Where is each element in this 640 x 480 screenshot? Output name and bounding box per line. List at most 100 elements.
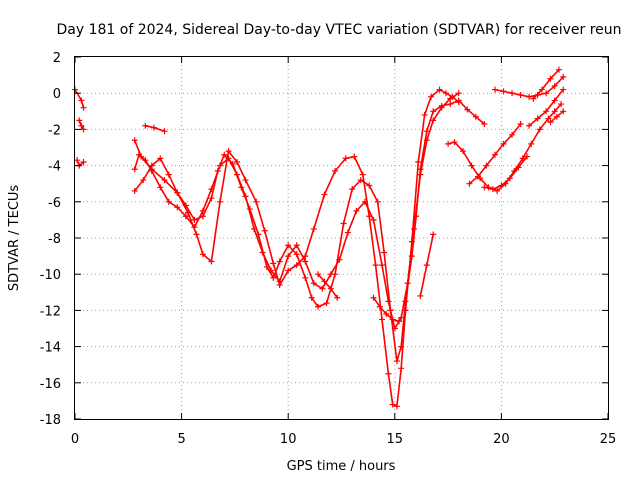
series-4-point-7 <box>199 251 206 258</box>
series-4-trace <box>133 88 460 408</box>
series-6-point-32 <box>391 325 398 332</box>
series-6-point-24 <box>327 271 334 278</box>
series-6-point-40 <box>447 95 454 102</box>
series-5-point-5 <box>174 189 181 196</box>
series-10-point-11 <box>536 126 543 133</box>
series-6-point-20 <box>293 242 300 249</box>
plot-frame <box>74 56 609 420</box>
series-6-point-13 <box>234 171 241 178</box>
series-1-point-0 <box>76 117 83 124</box>
series-12-point-2 <box>498 182 505 189</box>
series-11-point-2 <box>483 162 490 169</box>
series-14-point-1 <box>538 86 545 93</box>
series-0-point-2 <box>80 104 87 111</box>
series-5-point-11 <box>221 151 228 158</box>
series-5-point-27 <box>349 186 356 193</box>
y-tick-label-2: -2 <box>48 123 61 138</box>
series-4-point-20 <box>310 225 317 232</box>
series-7-point-4 <box>396 318 403 325</box>
series-3-point-0 <box>142 122 149 129</box>
series-12 <box>481 153 530 193</box>
x-tick-label-2: 10 <box>280 432 297 447</box>
series-11-point-0 <box>466 180 473 187</box>
series-13-point-2 <box>509 90 516 97</box>
series-5-point-24 <box>323 300 330 307</box>
series-15-point-1 <box>534 115 541 122</box>
series-13-point-3 <box>517 92 524 99</box>
series-4-point-37 <box>428 93 435 100</box>
series-5-point-31 <box>381 249 388 256</box>
y-tick-label-9: -16 <box>40 377 61 392</box>
series-4-point-6 <box>193 231 200 238</box>
series-5-point-19 <box>285 242 292 249</box>
series-0-point-1 <box>78 97 85 104</box>
series-4-point-0 <box>131 137 138 144</box>
series-11 <box>466 120 524 187</box>
series-8-point-0 <box>315 271 322 278</box>
series-9 <box>417 231 437 299</box>
series-16-point-1 <box>553 113 560 120</box>
series-12-point-4 <box>515 164 522 171</box>
series-10-point-14 <box>558 101 565 108</box>
series-3-point-1 <box>150 124 157 131</box>
series-5-point-2 <box>148 162 155 169</box>
series-7-point-1 <box>376 303 383 310</box>
x-tick-label-1: 5 <box>177 432 185 447</box>
y-tick-label-10: -18 <box>40 413 61 428</box>
series-10-point-10 <box>528 140 535 147</box>
series-3 <box>142 122 168 135</box>
series-13-trace <box>494 76 565 98</box>
series-6-point-12 <box>225 155 232 162</box>
series-7-point-0 <box>370 294 377 301</box>
series-6-point-5 <box>165 198 172 205</box>
series-15-point-0 <box>526 122 533 129</box>
series-6-point-2 <box>142 157 149 164</box>
series-14-trace <box>532 68 560 100</box>
series-6-point-26 <box>344 229 351 236</box>
series-10-point-12 <box>545 115 552 122</box>
series-10-point-3 <box>468 162 475 169</box>
chart-title: Day 181 of 2024, Sidereal Day-to-day VTE… <box>56 22 621 38</box>
series-6-point-25 <box>336 256 343 263</box>
series-11-point-3 <box>492 151 499 158</box>
series-5-point-1 <box>140 177 147 184</box>
series-5-point-46 <box>481 120 488 127</box>
series-12-point-3 <box>506 175 513 182</box>
series-6-point-17 <box>268 267 275 274</box>
series-6-point-7 <box>182 213 189 220</box>
series-5-point-0 <box>131 187 138 194</box>
series-6-point-37 <box>423 137 430 144</box>
series-6 <box>131 90 462 332</box>
series-16-point-2 <box>560 108 567 115</box>
series-6-point-23 <box>319 285 326 292</box>
series-4-point-10 <box>225 148 232 155</box>
series-6-point-33 <box>398 314 405 321</box>
series-11-point-1 <box>474 173 481 180</box>
series-4-point-25 <box>359 171 366 178</box>
series-14-point-0 <box>530 95 537 102</box>
series-6-point-1 <box>135 151 142 158</box>
series-5-point-22 <box>308 294 315 301</box>
series-6-point-31 <box>385 298 392 305</box>
series-8-point-3 <box>334 294 341 301</box>
series-5-point-30 <box>374 198 381 205</box>
series-5-point-17 <box>270 274 277 281</box>
y-tick-label-8: -14 <box>40 341 61 356</box>
series-4-point-18 <box>293 262 300 269</box>
series-4-point-27 <box>372 262 379 269</box>
series-2-trace <box>76 159 85 167</box>
series-4-point-28 <box>379 316 386 323</box>
series-6-point-8 <box>191 224 198 231</box>
series-1-point-2 <box>80 126 87 133</box>
series-6-point-30 <box>379 262 386 269</box>
series-5-point-26 <box>340 220 347 227</box>
series-5-trace <box>133 99 486 362</box>
series-7-point-2 <box>383 311 390 318</box>
series-6-point-19 <box>285 253 292 260</box>
series-6-point-11 <box>216 162 223 169</box>
x-tick-label-5: 25 <box>600 432 617 447</box>
series-13-point-7 <box>551 82 558 89</box>
series-4-point-32 <box>398 365 405 372</box>
series-4-point-8 <box>208 258 215 265</box>
